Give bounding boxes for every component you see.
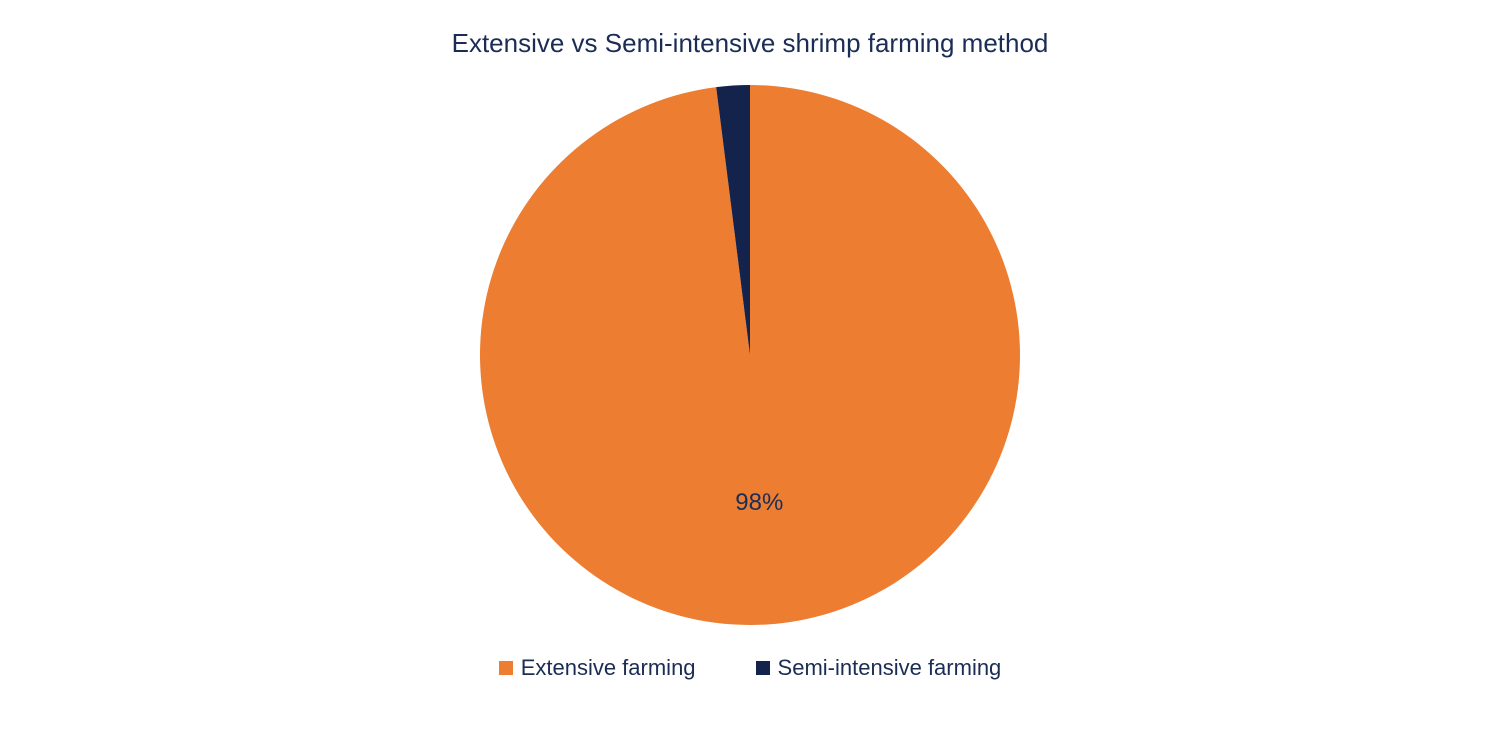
legend-item-0: Extensive farming — [499, 655, 696, 681]
legend-label-1: Semi-intensive farming — [778, 655, 1002, 681]
legend-swatch-1 — [756, 661, 770, 675]
pie-chart: Extensive vs Semi-intensive shrimp farmi… — [0, 0, 1500, 749]
pie-area: 98% — [480, 85, 1020, 625]
legend-swatch-0 — [499, 661, 513, 675]
legend: Extensive farming Semi-intensive farming — [499, 655, 1002, 681]
chart-title: Extensive vs Semi-intensive shrimp farmi… — [452, 28, 1049, 59]
legend-label-0: Extensive farming — [521, 655, 696, 681]
pie-svg — [480, 85, 1020, 625]
legend-item-1: Semi-intensive farming — [756, 655, 1002, 681]
